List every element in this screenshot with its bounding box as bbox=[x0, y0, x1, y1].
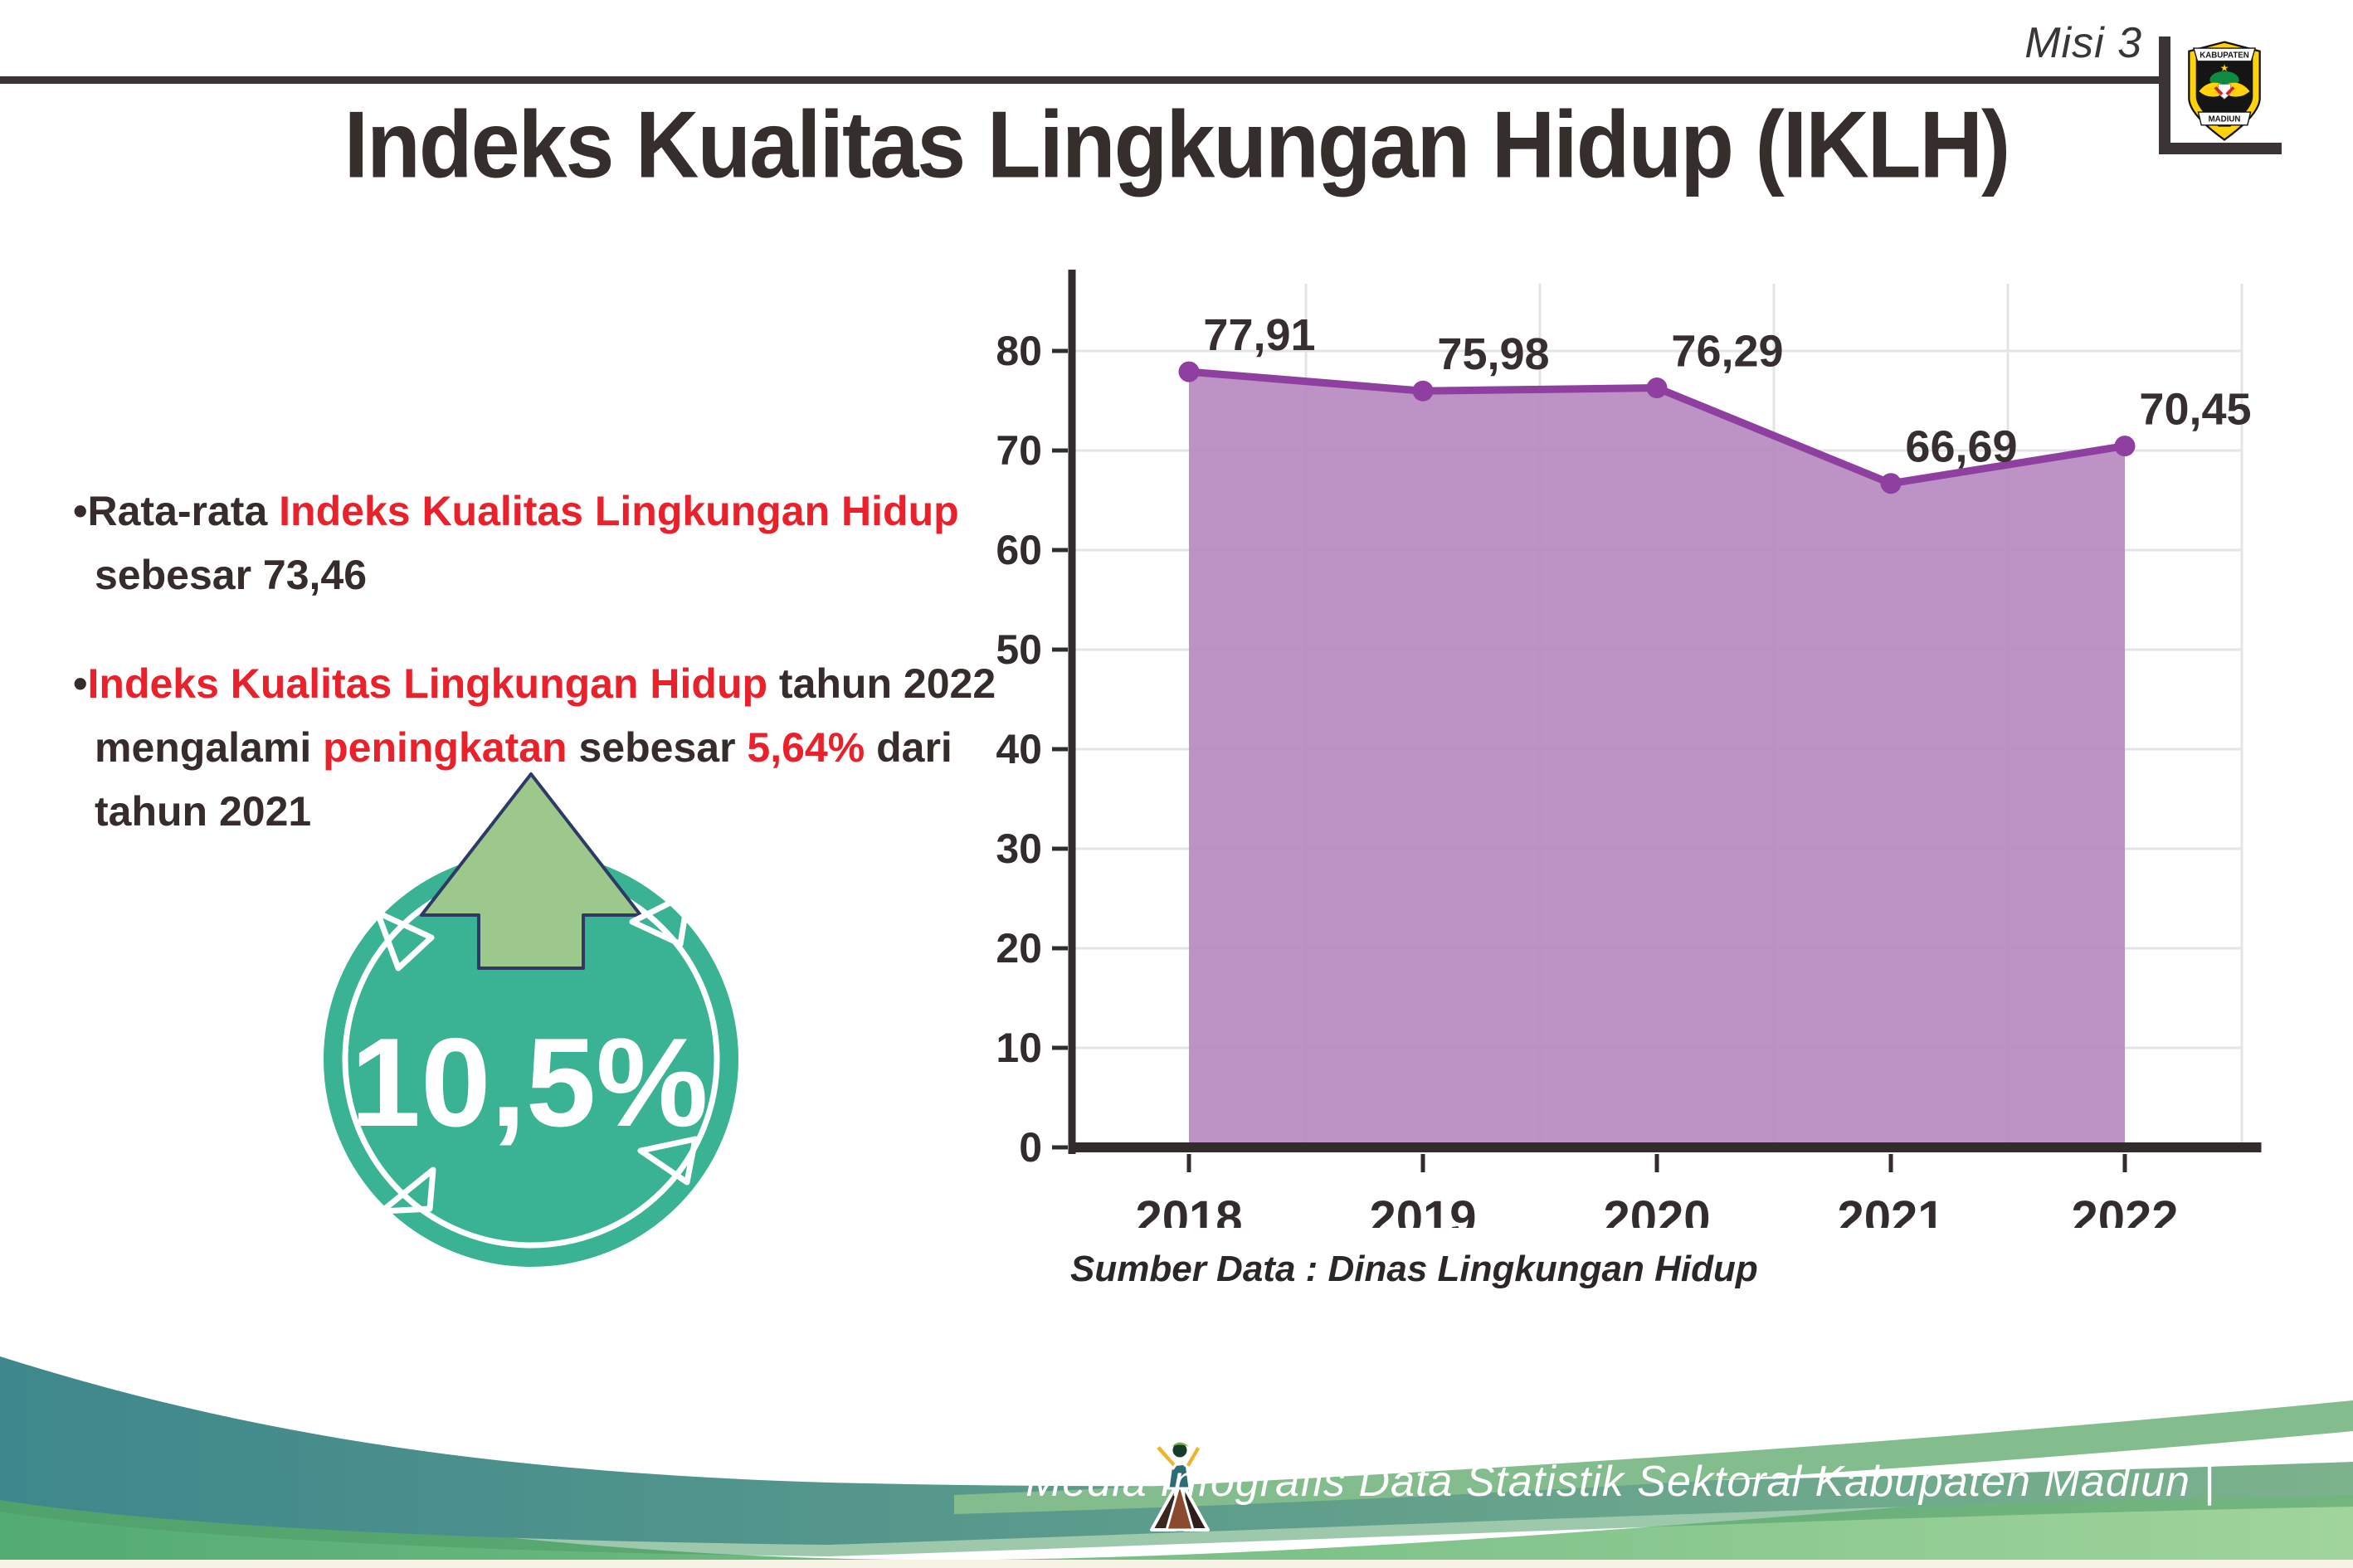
page-title: Indeks Kualitas Lingkungan Hidup (IKLH) bbox=[343, 92, 2011, 198]
data-point-label: 75,98 bbox=[1437, 329, 1549, 379]
text-segment: peningkatan bbox=[323, 724, 568, 771]
sparkle-triangle-se bbox=[637, 1136, 699, 1186]
text-segment: tahun 2021 bbox=[95, 788, 312, 835]
data-point-marker bbox=[1646, 377, 1668, 399]
crest-bottom-text: MADIUN bbox=[2209, 115, 2241, 124]
text-segment: sebesar 73,46 bbox=[95, 552, 368, 598]
data-point-marker bbox=[1412, 380, 1434, 402]
mascot-skirt-center bbox=[1165, 1482, 1195, 1531]
crest-right-ribbon bbox=[2225, 86, 2235, 96]
bottom-strip bbox=[0, 1560, 2353, 1568]
y-tick-label: 40 bbox=[996, 726, 1042, 772]
text-segment: Indeks Kualitas Lingkungan Hidup bbox=[87, 660, 768, 707]
footer-credit: Media Infografis Data Statistik Sektoral… bbox=[1025, 1458, 2215, 1506]
logo-bracket-horizontal bbox=[2159, 143, 2282, 154]
crest-base-ornament bbox=[2215, 126, 2234, 134]
y-tick-label: 60 bbox=[996, 527, 1042, 573]
badge-circle bbox=[324, 852, 738, 1267]
bullet-item: •Indeks Kualitas Lingkungan Hidup tahun … bbox=[73, 652, 1044, 844]
bullet-line: •Indeks Kualitas Lingkungan Hidup tahun … bbox=[73, 652, 1044, 716]
increase-badge: 10,5% bbox=[324, 772, 738, 1267]
mascot-hat bbox=[1172, 1442, 1189, 1447]
text-segment: Rata-rata bbox=[87, 488, 280, 534]
chart-source-note: Sumber Data : Dinas Lingkungan Hidup bbox=[1070, 1249, 1758, 1289]
data-point-marker bbox=[1178, 361, 1200, 382]
data-point-label: 70,45 bbox=[2139, 385, 2251, 435]
x-tick-label: 2021 bbox=[1837, 1191, 1944, 1228]
statistics-mascot-icon bbox=[1150, 1440, 1210, 1531]
mascot-right-arm bbox=[1183, 1444, 1203, 1470]
data-point-label: 77,91 bbox=[1203, 310, 1315, 360]
text-segment: dari bbox=[865, 724, 952, 771]
crest-bottom-ribbon bbox=[2197, 111, 2252, 126]
y-tick-label: 0 bbox=[1019, 1124, 1042, 1171]
bullet-dot: • bbox=[73, 488, 88, 534]
x-tick-label: 2018 bbox=[1135, 1191, 1242, 1228]
y-tick-label: 10 bbox=[996, 1025, 1042, 1071]
crest-top-ribbon bbox=[2192, 47, 2257, 62]
header-rule-line bbox=[0, 76, 2165, 84]
bullet-line: tahun 2021 bbox=[73, 780, 1044, 844]
bullet-line: sebesar 73,46 bbox=[73, 543, 1044, 607]
data-point-marker bbox=[1880, 473, 1902, 494]
sparkle-triangle-ne bbox=[629, 890, 692, 947]
mascot-torso bbox=[1167, 1462, 1191, 1490]
data-point-label: 76,29 bbox=[1671, 327, 1783, 377]
bullet-line: •Rata-rata Indeks Kualitas Lingkungan Hi… bbox=[73, 480, 1044, 543]
footer-wave-decoration bbox=[0, 1356, 2353, 1568]
bullet-dot: • bbox=[73, 660, 88, 707]
x-tick-label: 2022 bbox=[2071, 1191, 2178, 1228]
y-tick-label: 30 bbox=[996, 825, 1042, 872]
y-tick-label: 80 bbox=[996, 328, 1042, 374]
logo-bracket-vertical bbox=[2159, 37, 2170, 154]
text-segment: 5,64% bbox=[747, 724, 865, 771]
iklh-area-chart: 0 10 20 30 40 50 60 70 80 2018 2019 2020 2021 2022 77,… bbox=[996, 270, 2262, 1228]
data-point-marker bbox=[2114, 436, 2136, 457]
crest-top-text: KABUPATEN bbox=[2200, 51, 2249, 61]
x-tick-label: 2019 bbox=[1369, 1191, 1476, 1228]
sparkle-triangle-sw bbox=[378, 1166, 436, 1215]
wave-green-mass bbox=[0, 1460, 2353, 1568]
wave-teal-band bbox=[0, 1356, 2353, 1545]
kabupaten-madiun-logo: KABUPATEN ★ MADIUN bbox=[2188, 41, 2261, 141]
text-segment: mengalami bbox=[95, 724, 324, 771]
bullet-line: mengalami peningkatan sebesar 5,64% dari bbox=[73, 716, 1044, 780]
mascot-left-arm bbox=[1153, 1443, 1178, 1470]
y-tick-label: 70 bbox=[996, 427, 1042, 474]
y-axis bbox=[1068, 270, 1076, 1154]
wave-highlight-ribbon bbox=[954, 1400, 2353, 1514]
crest-star-icon: ★ bbox=[2220, 62, 2229, 74]
crest-left-ribbon bbox=[2214, 86, 2224, 96]
text-segment: sebesar bbox=[567, 724, 748, 771]
sparkle-triangle-nw bbox=[374, 909, 435, 971]
bullet-item: •Rata-rata Indeks Kualitas Lingkungan Hi… bbox=[73, 480, 1044, 607]
up-arrow-icon bbox=[420, 772, 642, 970]
mission-label: Misi 3 bbox=[2024, 19, 2142, 67]
crest-left-wing-icon bbox=[2199, 82, 2221, 97]
x-tick-label: 2020 bbox=[1603, 1191, 1710, 1228]
mascot-head bbox=[1170, 1440, 1190, 1460]
text-segment: Indeks Kualitas Lingkungan Hidup bbox=[279, 488, 959, 534]
area-fill bbox=[1189, 372, 2125, 1147]
text-segment: tahun 2022 bbox=[767, 660, 996, 707]
badge-value: 10,5% bbox=[351, 1012, 709, 1153]
summary-bullets: •Rata-rata Indeks Kualitas Lingkungan Hi… bbox=[73, 480, 1044, 844]
x-axis bbox=[1068, 1142, 2262, 1152]
y-tick-label: 20 bbox=[996, 925, 1042, 971]
crest-right-wing-icon bbox=[2228, 82, 2250, 97]
data-point-label: 66,69 bbox=[1905, 422, 2017, 472]
y-tick-label: 50 bbox=[996, 626, 1042, 673]
